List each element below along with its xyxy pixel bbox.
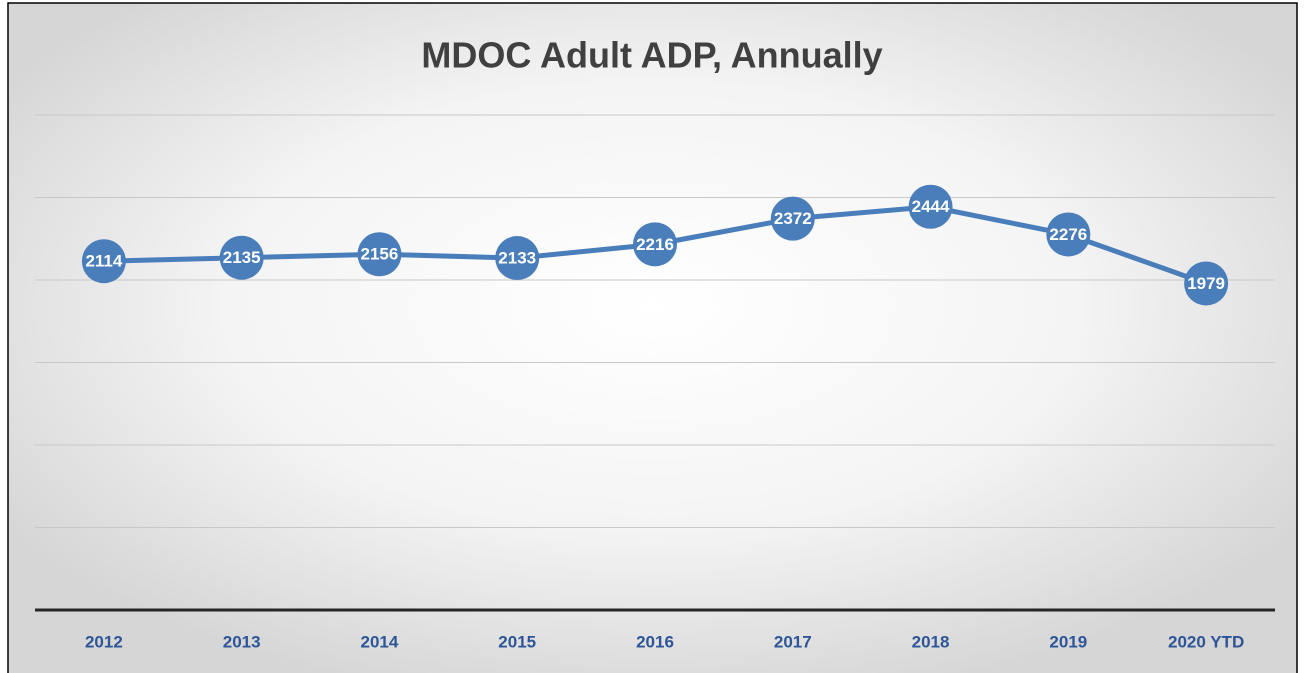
x-tick-label: 2016 [636,632,674,651]
chart-frame [7,2,1298,673]
chart-title: MDOC Adult ADP, Annually [421,35,882,76]
marker [357,232,402,277]
marker [908,184,953,229]
x-tick-label: 2013 [223,632,261,651]
marker [495,236,540,281]
x-tick-label: 2018 [912,632,950,651]
data-label: 2135 [223,248,261,267]
x-tick-label: 2017 [774,632,812,651]
x-tick-label: 2015 [498,632,536,651]
marker [770,196,815,241]
data-label: 2444 [912,197,950,216]
data-label: 1979 [1187,274,1225,293]
marker [633,222,677,267]
x-tick-label: 2019 [1049,632,1087,651]
marker [1046,212,1091,257]
marker [219,235,264,280]
data-label: 2372 [774,209,812,228]
data-label: 2114 [85,252,122,271]
marker [1184,261,1229,306]
data-label: 2156 [361,245,399,264]
data-label: 2133 [498,249,536,268]
marker [81,239,126,284]
data-label: 2276 [1049,225,1087,244]
x-tick-label: 2014 [361,632,399,651]
x-tick-label: 2012 [85,632,123,651]
data-label: 2216 [636,235,674,254]
x-tick-label: 2020 YTD [1168,632,1244,651]
